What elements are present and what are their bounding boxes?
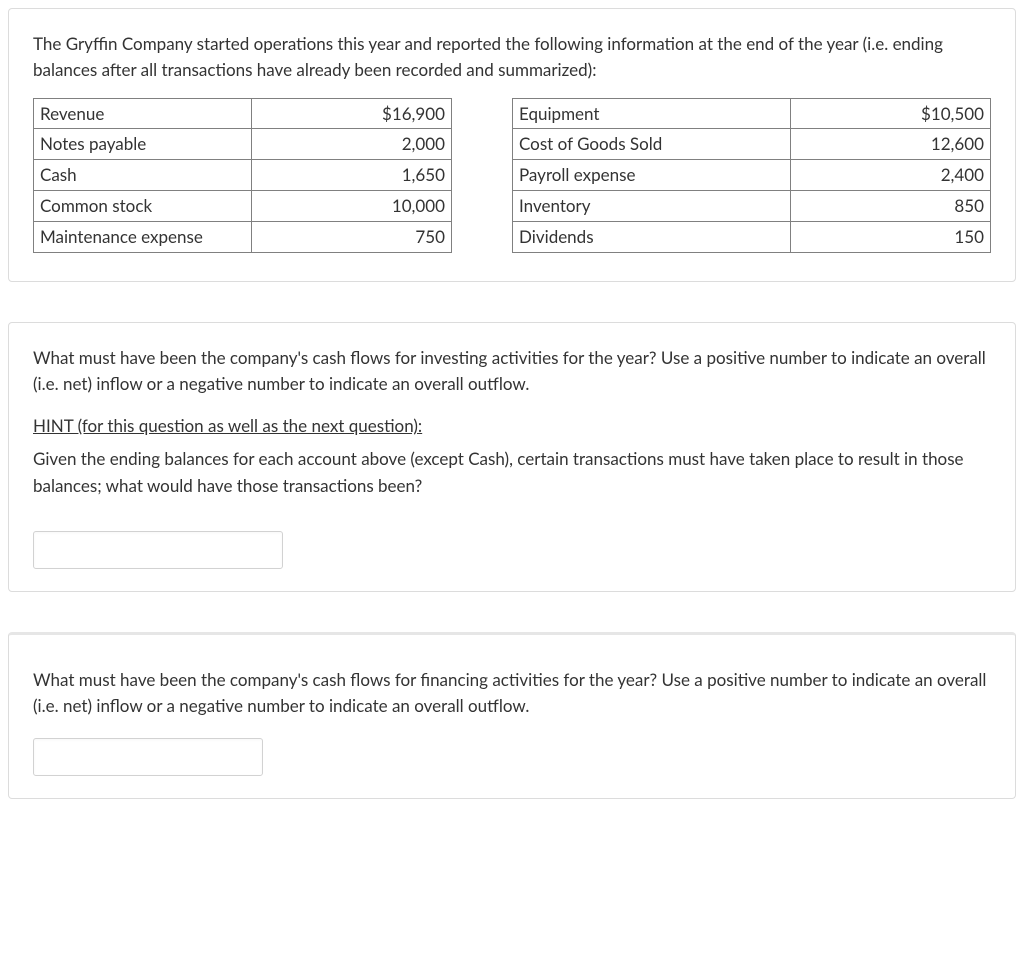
- table-row: Payroll expense 2,400: [513, 160, 991, 191]
- hint-body: Given the ending balances for each accou…: [33, 446, 991, 499]
- row-value: $16,900: [252, 98, 452, 129]
- table-row: Cash 1,650: [34, 160, 512, 191]
- row-value: 1,650: [252, 160, 452, 191]
- balances-table-left: Revenue $16,900 Notes payable 2,000 Cash…: [33, 98, 512, 253]
- answer-row: [33, 531, 991, 569]
- row-label: Common stock: [34, 191, 252, 222]
- question-text: What must have been the company's cash f…: [33, 345, 991, 398]
- row-label: Cash: [34, 160, 252, 191]
- spacer: [452, 98, 512, 129]
- row-label: Payroll expense: [513, 160, 791, 191]
- table-row: Revenue $16,900: [34, 98, 512, 129]
- row-value: $10,500: [791, 98, 991, 129]
- row-value: 2,000: [252, 129, 452, 160]
- row-value: 12,600: [791, 129, 991, 160]
- table-row: Common stock 10,000: [34, 191, 512, 222]
- financing-answer-input[interactable]: [33, 738, 263, 776]
- question-text: What must have been the company's cash f…: [33, 667, 991, 720]
- row-value: 750: [252, 221, 452, 252]
- investing-answer-input[interactable]: [33, 531, 283, 569]
- row-label: Dividends: [513, 221, 791, 252]
- spacer: [452, 129, 512, 160]
- row-value: 10,000: [252, 191, 452, 222]
- row-label: Maintenance expense: [34, 221, 252, 252]
- row-value: 850: [791, 191, 991, 222]
- table-row: Dividends 150: [513, 221, 991, 252]
- question-financing-panel: What must have been the company's cash f…: [8, 632, 1016, 799]
- row-value: 150: [791, 221, 991, 252]
- question-investing-panel: What must have been the company's cash f…: [8, 322, 1016, 592]
- balances-table-wrap: Revenue $16,900 Notes payable 2,000 Cash…: [33, 98, 991, 253]
- table-row: Inventory 850: [513, 191, 991, 222]
- stem-text: The Gryffin Company started operations t…: [33, 31, 991, 84]
- table-row: Maintenance expense 750: [34, 221, 512, 252]
- question-stem-panel: The Gryffin Company started operations t…: [8, 8, 1016, 282]
- balances-table-right: Equipment $10,500 Cost of Goods Sold 12,…: [512, 98, 991, 253]
- row-label: Cost of Goods Sold: [513, 129, 791, 160]
- row-label: Equipment: [513, 98, 791, 129]
- row-label: Inventory: [513, 191, 791, 222]
- spacer: [452, 191, 512, 222]
- hint-heading: HINT (for this question as well as the n…: [33, 415, 991, 436]
- table-row: Equipment $10,500: [513, 98, 991, 129]
- spacer: [452, 160, 512, 191]
- table-row: Cost of Goods Sold 12,600: [513, 129, 991, 160]
- spacer: [452, 221, 512, 252]
- row-value: 2,400: [791, 160, 991, 191]
- row-label: Revenue: [34, 98, 252, 129]
- answer-row: [33, 738, 991, 776]
- table-row: Notes payable 2,000: [34, 129, 512, 160]
- row-label: Notes payable: [34, 129, 252, 160]
